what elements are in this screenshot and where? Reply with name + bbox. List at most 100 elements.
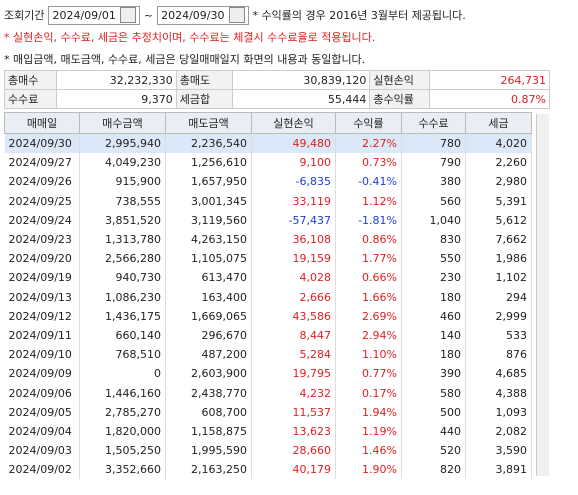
cell: 2024/09/03 [4, 441, 80, 461]
summary-value: 30,839,120 [231, 70, 371, 90]
cell: 2024/09/10 [4, 345, 80, 365]
cell: 3,590 [465, 441, 532, 461]
cell: 2,999 [465, 306, 532, 326]
trade-row[interactable]: 2024/09/27 4,049,230 1,256,610 9,100 0.73% 79… [4, 153, 532, 173]
trade-row[interactable]: 2024/09/20 2,566,280 1,105,075 19,159 1.77% 5… [4, 249, 532, 269]
calendar-button[interactable] [228, 7, 245, 23]
cell: 768,510 [79, 345, 166, 365]
summary-value: 0.87% [429, 89, 550, 109]
cell: 4,020 [465, 133, 532, 154]
cell: 1,093 [465, 402, 532, 422]
cell: 2,260 [465, 153, 532, 173]
trade-row[interactable]: 2024/09/25 738,555 3,001,345 33,119 1.12% 560… [4, 191, 532, 211]
trade-row[interactable]: 2024/09/13 1,086,230 163,400 2,666 1.66% 180 2… [4, 287, 532, 307]
trade-row[interactable]: 2024/09/24 3,851,520 3,119,560 -57,437 -1.81… [4, 210, 532, 230]
cell: 40,179 [251, 460, 336, 480]
cell: 2.94% [335, 325, 402, 346]
cell: 33,119 [251, 191, 336, 211]
cell: 2,980 [465, 172, 532, 192]
cell: 3,891 [465, 460, 532, 480]
cell: 49,480 [251, 133, 336, 154]
notice: * 실현손익, 수수료, 세금은 추정치이며, 수수료는 체결시 수수료율로 적… [4, 31, 376, 44]
cell: 0.73% [335, 153, 402, 173]
cell: 2024/09/06 [4, 383, 80, 403]
cell: 915,900 [79, 172, 166, 192]
cell: 1,158,875 [165, 421, 252, 441]
cell: 2024/09/30 [4, 133, 80, 154]
column-header: 실현손익 [251, 112, 336, 134]
summary-label: 수수료 [4, 89, 57, 109]
cell: 2024/09/27 [4, 153, 80, 173]
cell: 3,851,520 [79, 210, 166, 230]
start-date-text: 2024/09/01 [52, 8, 116, 22]
scrollbar[interactable] [536, 114, 549, 476]
trade-row[interactable]: 2024/09/12 1,436,175 1,669,065 43,586 2.69% 4… [4, 306, 532, 326]
cell: 294 [465, 287, 532, 307]
cell: 2024/09/13 [4, 287, 80, 307]
trade-row[interactable]: 2024/09/23 1,313,780 4,263,150 36,108 0.86% 8… [4, 229, 532, 250]
cell: 4,263,150 [165, 229, 252, 250]
cell: 2,236,540 [165, 133, 252, 154]
end-date[interactable]: 2024/09/30 [157, 5, 249, 25]
cell: 1,986 [465, 249, 532, 269]
trade-row[interactable]: 2024/09/26 915,900 1,657,950 -6,835 -0.41% 38… [4, 172, 532, 192]
cell: 13,623 [251, 421, 336, 441]
start-date[interactable]: 2024/09/01 [48, 5, 140, 25]
screen: 조회기간 2024/09/01 ~ 2024/09/30 * 수익률의 경우 2… [4, 4, 550, 480]
cell: 487,200 [165, 345, 252, 365]
trade-row[interactable]: 2024/09/06 1,446,160 2,438,770 4,232 0.17% 58… [4, 383, 532, 403]
cell: 2024/09/09 [4, 364, 80, 384]
cell: 180 [401, 287, 466, 307]
summary-row: 수수료 9,370 세금합 55,444 총수익률 0.87% [4, 89, 550, 109]
cell: 1,105,075 [165, 249, 252, 269]
cell: -1.81% [335, 210, 402, 230]
trade-row[interactable]: 2024/09/02 3,352,660 2,163,250 40,179 1.90% 8… [4, 460, 532, 480]
cell: 1.12% [335, 191, 402, 211]
trade-row[interactable]: 2024/09/19 940,730 613,470 4,028 0.66% 230 1,1… [4, 268, 532, 288]
calendar-button[interactable] [119, 7, 136, 23]
cell: 2,995,940 [79, 133, 166, 154]
cell: 2024/09/20 [4, 249, 80, 269]
cell: 2024/09/11 [4, 325, 80, 346]
period-row: 조회기간 2024/09/01 ~ 2024/09/30 * 수익률의 경우 2… [4, 4, 550, 26]
summary-value: 32,232,330 [55, 70, 177, 90]
summary-value: 9,370 [55, 89, 177, 109]
cell: 43,586 [251, 306, 336, 326]
cell: 2.69% [335, 306, 402, 326]
cell: 5,284 [251, 345, 336, 365]
summary-label: 세금합 [175, 89, 233, 109]
cell: 5,612 [465, 210, 532, 230]
cell: 780 [401, 133, 466, 154]
trade-row[interactable]: 2024/09/11 660,140 296,670 8,447 2.94% 140 533 [4, 325, 532, 346]
cell: 5,391 [465, 191, 532, 211]
cell: 1.66% [335, 287, 402, 307]
trade-row[interactable]: 2024/09/04 1,820,000 1,158,875 13,623 1.19% 4… [4, 421, 532, 441]
cell: 2024/09/26 [4, 172, 80, 192]
cell: 2,438,770 [165, 383, 252, 403]
cell: 1.90% [335, 460, 402, 480]
cell: 560 [401, 191, 466, 211]
trade-table: 매매일 매수금액 매도금액 실현손익 수익률 수수료 세금 2024/09/30 2,995,9… [4, 112, 532, 480]
trade-row[interactable]: 2024/09/03 1,505,250 1,995,590 28,660 1.46% 5… [4, 441, 532, 461]
cell: 0.86% [335, 229, 402, 250]
cell: 738,555 [79, 191, 166, 211]
cell: 0 [79, 364, 166, 384]
cell: 2024/09/04 [4, 421, 80, 441]
trade-row[interactable]: 2024/09/30 2,995,940 2,236,540 49,480 2.27% 7… [4, 133, 532, 154]
cell: 2,163,250 [165, 460, 252, 480]
cell: 180 [401, 345, 466, 365]
trade-row[interactable]: 2024/09/10 768,510 487,200 5,284 1.10% 180 876 [4, 345, 532, 365]
column-header: 매매일 [4, 112, 80, 134]
trade-row[interactable]: 2024/09/05 2,785,270 608,700 11,537 1.94% 500… [4, 402, 532, 422]
summary-row: 총매수 32,232,330 총매도 30,839,120 실현손익 264,731 [4, 70, 550, 90]
summary-label: 총매수 [4, 70, 57, 90]
cell: 8,447 [251, 325, 336, 346]
column-header: 매수금액 [79, 112, 166, 134]
cell: 2024/09/25 [4, 191, 80, 211]
cell: 3,119,560 [165, 210, 252, 230]
cell: 660,140 [79, 325, 166, 346]
separator: ~ [143, 8, 154, 22]
trade-row[interactable]: 2024/09/09 0 2,603,900 19,795 0.77% 390 4,685 [4, 364, 532, 384]
cell: 2,603,900 [165, 364, 252, 384]
cell: 1,313,780 [79, 229, 166, 250]
